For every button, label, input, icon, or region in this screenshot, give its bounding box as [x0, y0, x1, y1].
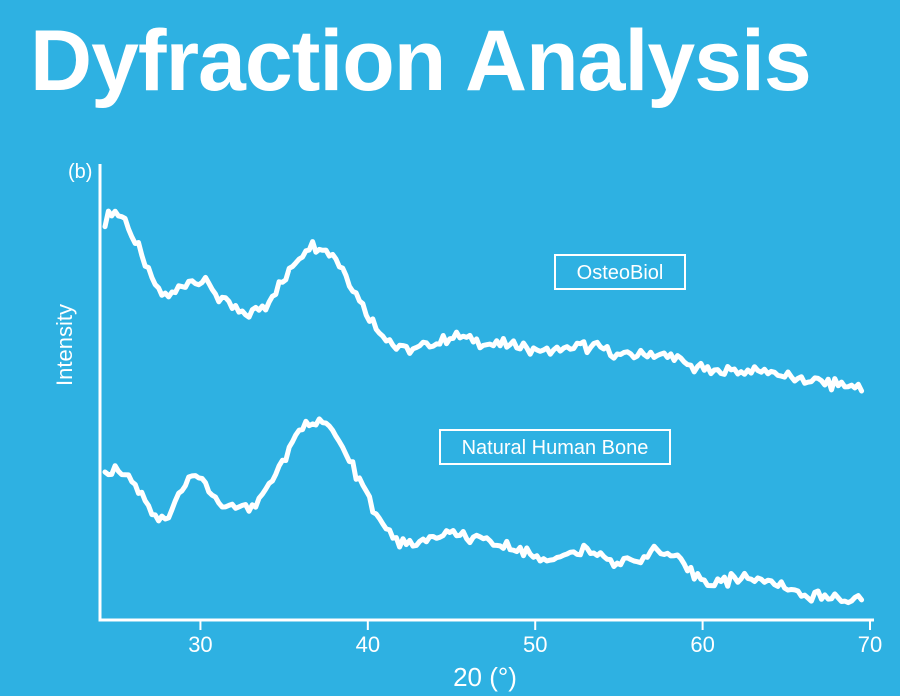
panel-label: (b) [68, 161, 92, 183]
x-tick-label: 50 [523, 632, 547, 657]
x-tick-label: 40 [356, 632, 380, 657]
x-tick-label: 70 [858, 632, 882, 657]
x-tick-label: 30 [188, 632, 212, 657]
x-tick-label: 60 [690, 632, 714, 657]
legend-label: Natural Human Bone [462, 437, 649, 459]
series-osteobiol [105, 211, 862, 391]
y-axis-label: Intensity [52, 304, 77, 386]
xrd-chart: 30 40 50 60 70 20 (°) Intensity (b) OsteoBiol Nat… [0, 0, 900, 696]
xrd-chart-svg: 30 40 50 60 70 20 (°) Intensity (b) OsteoBiol Nat… [0, 0, 900, 696]
x-axis-label: 20 (°) [453, 662, 517, 692]
page-root: Dyfraction Analysis 304050607020 (°)Inte… [0, 0, 900, 696]
axes [100, 164, 874, 620]
legend-label: OsteoBiol [577, 262, 664, 284]
